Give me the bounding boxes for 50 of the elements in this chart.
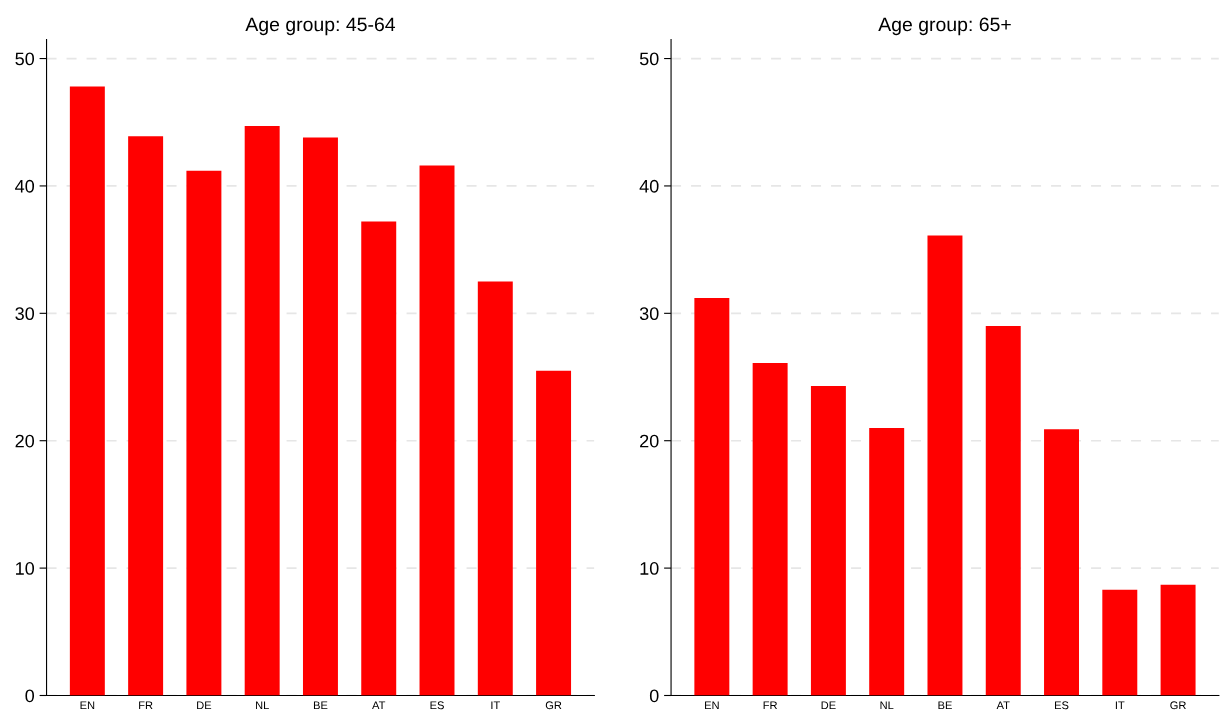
x-tick-label: GR: [1170, 701, 1186, 710]
bar: [536, 370, 572, 696]
bar: [244, 126, 280, 696]
bar: [69, 86, 105, 696]
y-tick-label: 20: [640, 434, 659, 448]
bar: [128, 136, 164, 696]
x-tick-label: ES: [1055, 701, 1069, 710]
x-tick-label: GR: [545, 701, 562, 710]
x-tick-label: FR: [763, 701, 778, 710]
y-tick-label: 40: [639, 179, 659, 193]
bar: [361, 221, 397, 696]
x-tick-label: IT: [1115, 701, 1125, 710]
x-tick-label: BE: [313, 701, 328, 710]
bar: [985, 326, 1021, 696]
bar: [694, 298, 730, 696]
bar: [1160, 584, 1196, 696]
y-tick-label: 10: [16, 562, 35, 575]
x-tick-label: BE: [938, 701, 952, 710]
x-tick-label: NL: [255, 701, 269, 710]
bar: [810, 385, 846, 696]
x-tick-label: DE: [821, 701, 836, 710]
x-tick-label: NL: [880, 701, 894, 710]
x-tick-label: EN: [80, 701, 95, 710]
bar: [752, 363, 788, 696]
y-tick-label: 10: [640, 562, 659, 575]
y-tick-label: 50: [639, 52, 659, 66]
x-tick-label: FR: [139, 701, 153, 710]
x-tick-label: DE: [197, 701, 212, 710]
bar: [927, 235, 963, 696]
bar: [477, 281, 513, 696]
y-tick-label: 50: [15, 52, 35, 66]
x-tick-label: AT: [372, 701, 386, 710]
chart-title: Age group: 65+: [878, 17, 1011, 36]
y-tick-label: 30: [639, 307, 659, 321]
x-tick-label: EN: [705, 701, 719, 710]
x-tick-label: AT: [996, 701, 1010, 710]
x-tick-label: ES: [430, 701, 444, 710]
bar: [186, 170, 222, 696]
y-tick-label: 20: [15, 434, 35, 448]
bar: [869, 427, 905, 696]
x-tick-label: IT: [491, 701, 500, 710]
bar: [302, 137, 338, 696]
y-tick-label: 40: [15, 179, 35, 193]
bar: [1102, 589, 1138, 696]
bar: [419, 165, 455, 696]
bar: [1044, 429, 1080, 696]
y-tick-label: 30: [15, 307, 35, 321]
y-tick-label: 0: [25, 689, 35, 703]
y-tick-label: 0: [649, 689, 659, 703]
chart-title: Age group: 45-64: [245, 17, 396, 36]
